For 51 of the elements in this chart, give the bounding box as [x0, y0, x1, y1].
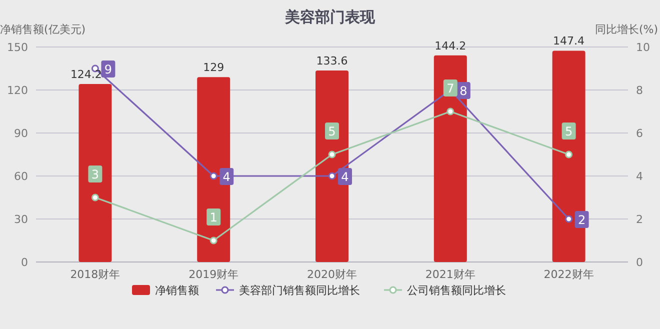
data-label: 147.4: [553, 34, 585, 48]
x-tick-label: 2022财年: [544, 268, 594, 281]
bar: [316, 70, 348, 262]
y-axis-title: 净销售额(亿美元): [0, 23, 86, 36]
data-label: 3: [91, 168, 100, 182]
bar: [197, 77, 230, 262]
point: [210, 236, 218, 244]
bar: [78, 84, 112, 262]
y2-tick-label: 10: [636, 41, 650, 54]
y-tick-label: 120: [7, 84, 28, 97]
data-label: 133.6: [316, 54, 348, 68]
data-label: 7: [446, 82, 454, 96]
point: [446, 108, 454, 116]
data-label: 144.2: [434, 39, 466, 52]
data-label: 4: [222, 170, 230, 184]
y2-axis-title: 同比增长(%): [594, 23, 658, 36]
data-label: 8: [460, 84, 468, 98]
point: [565, 215, 573, 223]
point: [210, 172, 218, 180]
x-tick-label: 2019财年: [188, 268, 239, 281]
y-tick-label: 30: [14, 213, 28, 226]
data-label: 9: [104, 62, 112, 76]
chart-title: 美容部门表现: [284, 8, 376, 26]
point: [565, 150, 573, 158]
legend-label: 美容部门销售额同比增长: [239, 284, 360, 297]
y2-tick-label: 8: [636, 84, 643, 97]
y2-tick-label: 4: [636, 170, 643, 183]
data-label: 1: [210, 210, 218, 224]
x-tick-label: 2018财年: [70, 268, 120, 281]
data-label: 129: [203, 61, 224, 74]
y-tick-label: 0: [21, 256, 28, 269]
point: [91, 194, 99, 202]
y-tick-label: 90: [14, 127, 28, 140]
point: [328, 150, 336, 158]
data-label: 2: [578, 213, 586, 227]
x-tick-label: 2020财年: [307, 268, 357, 281]
data-label: 4: [341, 170, 349, 184]
bar: [434, 55, 467, 262]
y2-tick-label: 0: [636, 256, 643, 269]
y-tick-label: 60: [14, 170, 28, 183]
data-label: 5: [564, 124, 573, 138]
x-tick-label: 2021财年: [425, 268, 476, 281]
y2-tick-label: 6: [636, 127, 643, 140]
y2-tick-label: 2: [636, 213, 643, 226]
data-label: 124.2: [70, 68, 102, 81]
y-tick-label: 150: [7, 41, 28, 54]
legend-label: 净销售额: [155, 284, 199, 297]
bar: [552, 50, 586, 262]
data-label: 5: [328, 124, 336, 138]
legend-label: 公司销售额同比增长: [407, 284, 506, 297]
point: [328, 172, 336, 180]
